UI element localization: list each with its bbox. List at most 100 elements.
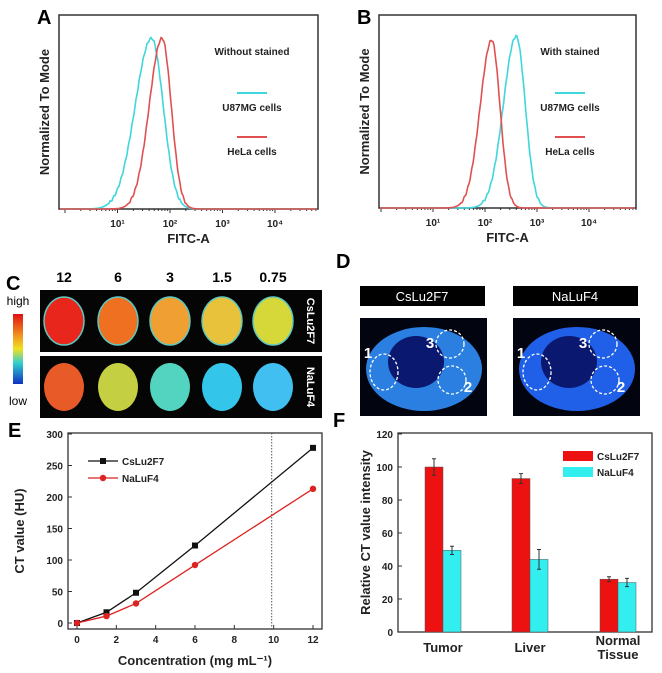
scale-high-label: high xyxy=(7,294,30,308)
data-point xyxy=(191,561,199,569)
image-header xyxy=(360,286,485,306)
x-tick-label: 12 xyxy=(307,635,319,646)
image-title: NaLuF4 xyxy=(552,289,598,304)
panel-label: B xyxy=(357,7,371,29)
panel-a: A 10¹ 10² 10³ 10⁴ FITC-A Normalized To Mode Wit… xyxy=(37,7,319,246)
error-bar xyxy=(450,545,454,555)
x-tick-label: 10 xyxy=(268,635,280,646)
series-line-naluf4 xyxy=(76,488,314,624)
bar xyxy=(529,559,549,633)
x-tick-label: 0 xyxy=(74,635,80,646)
x-tick-label: 10⁴ xyxy=(267,219,283,230)
y-axis-label: Normalized To Mode xyxy=(357,48,372,174)
legend-label: HeLa cells xyxy=(545,147,595,158)
histogram-hela xyxy=(60,36,317,210)
roi-number: 2 xyxy=(464,379,472,396)
panel-label: D xyxy=(336,251,350,273)
legend-label: NaLuF4 xyxy=(122,474,159,485)
concentration-label: 0.75 xyxy=(259,269,286,285)
panel-label: A xyxy=(37,7,51,29)
legend-label: U87MG cells xyxy=(222,103,282,114)
dark-region xyxy=(388,336,444,388)
data-point xyxy=(133,589,139,596)
bar xyxy=(617,582,637,633)
legend-marker xyxy=(100,458,106,464)
x-tick-label: 10³ xyxy=(530,218,545,229)
y-tick-label: 150 xyxy=(46,525,63,536)
category-label: Normal Tissue xyxy=(596,633,641,662)
y-tick-label: 200 xyxy=(46,493,63,504)
y-tick-label: 20 xyxy=(382,595,394,606)
roi-circle xyxy=(435,329,465,359)
legend-label: HeLa cells xyxy=(227,147,277,158)
image-title: CsLu2F7 xyxy=(396,289,449,304)
y-tick-label: 100 xyxy=(376,463,393,474)
y-axis-label: CT value (HU) xyxy=(12,488,27,573)
concentration-label: 1.5 xyxy=(212,269,232,285)
image-header xyxy=(513,286,638,306)
roi-circle xyxy=(590,365,620,395)
roi-circle xyxy=(588,329,618,359)
x-tick-label: 10⁴ xyxy=(581,218,597,229)
x-tick-label: 10² xyxy=(163,219,178,230)
phantom-well xyxy=(149,296,191,346)
series-line-cslu2f7 xyxy=(76,447,314,624)
panel-d: D CsLu2F7 1 2 3 NaLuF4 1 2 3 xyxy=(336,251,640,416)
panel-label: F xyxy=(333,410,345,432)
data-point xyxy=(103,612,110,620)
data-point xyxy=(103,609,110,616)
phantom-well xyxy=(201,296,243,346)
phantom-well xyxy=(44,363,84,411)
histogram-u87mg xyxy=(60,36,317,210)
roi-number: 1 xyxy=(517,345,525,362)
panel-label: C xyxy=(6,273,20,295)
roi-number: 1 xyxy=(364,345,372,362)
panel-e: E 0 2 4 6 8 10 12 0 50 100 150 200 250 300 Concentratio… xyxy=(8,420,323,668)
legend-label: CsLu2F7 xyxy=(597,452,640,463)
row-label: NaLuF4 xyxy=(304,367,316,408)
data-point xyxy=(309,485,317,493)
legend-label: U87MG cells xyxy=(540,103,600,114)
plot-frame xyxy=(378,14,637,209)
roi-circle xyxy=(437,365,467,395)
colorbar xyxy=(13,314,23,384)
concentration-label: 3 xyxy=(166,269,174,285)
x-tick-label: 10¹ xyxy=(110,219,125,230)
y-tick-label: 300 xyxy=(46,430,63,441)
y-tick-label: 0 xyxy=(57,619,63,630)
condition-label: Without stained xyxy=(215,47,290,58)
roi-number: 3 xyxy=(579,335,587,352)
y-tick-label: 250 xyxy=(46,462,63,473)
legend-label: CsLu2F7 xyxy=(122,457,165,468)
concentration-label: 6 xyxy=(114,269,122,285)
phantom-well xyxy=(150,363,190,411)
bar xyxy=(424,466,444,633)
data-point xyxy=(73,619,81,627)
y-tick-label: 40 xyxy=(382,562,394,573)
x-tick-label: 10³ xyxy=(215,219,230,230)
bar xyxy=(442,550,462,633)
error-bar xyxy=(432,458,436,476)
roi-circle xyxy=(522,353,552,391)
roi-number: 2 xyxy=(617,379,625,396)
error-bar xyxy=(519,473,523,484)
data-point xyxy=(132,600,140,607)
histogram-hela xyxy=(380,39,635,209)
y-tick-label: 100 xyxy=(46,556,63,567)
legend-swatch xyxy=(563,467,593,477)
y-tick-label: 50 xyxy=(52,588,64,599)
x-tick-label: 10¹ xyxy=(426,218,441,229)
x-tick-label: 10² xyxy=(478,218,493,229)
error-bar xyxy=(607,576,611,583)
y-axis-label: Relative CT value intensity xyxy=(358,449,373,614)
x-tick-label: 8 xyxy=(232,635,238,646)
error-bar xyxy=(537,549,541,570)
plot-frame xyxy=(67,432,323,630)
x-tick-label: 4 xyxy=(153,635,159,646)
data-point xyxy=(310,444,316,451)
scale-low-label: low xyxy=(9,394,27,408)
data-point xyxy=(192,542,198,549)
row-label: CsLu2F7 xyxy=(304,298,316,344)
